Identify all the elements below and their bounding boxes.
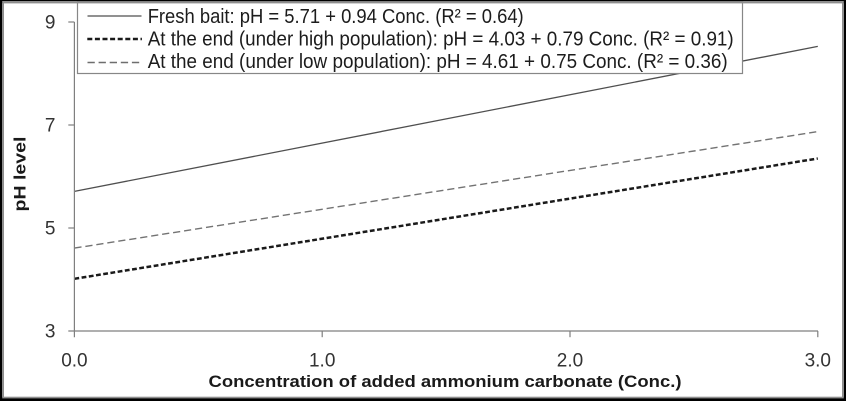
- svg-text:3.0: 3.0: [805, 351, 831, 372]
- svg-text:At the end (under low populati: At the end (under low population): pH = …: [148, 51, 728, 73]
- svg-text:1.0: 1.0: [309, 351, 335, 372]
- svg-text:9: 9: [45, 13, 56, 34]
- svg-text:7: 7: [45, 116, 56, 137]
- svg-text:0.0: 0.0: [61, 351, 87, 372]
- svg-text:Concentration of added ammoniu: Concentration of added ammonium carbonat…: [209, 372, 682, 391]
- svg-text:Fresh bait: pH = 5.71 + 0.94 C: Fresh bait: pH = 5.71 + 0.94 Conc. (R² =…: [148, 6, 524, 28]
- svg-text:3: 3: [45, 322, 56, 343]
- svg-text:5: 5: [45, 219, 56, 240]
- svg-text:2.0: 2.0: [557, 351, 583, 372]
- svg-text:pH level: pH level: [11, 137, 30, 212]
- svg-text:At the end (under high populat: At the end (under high population): pH =…: [148, 28, 734, 50]
